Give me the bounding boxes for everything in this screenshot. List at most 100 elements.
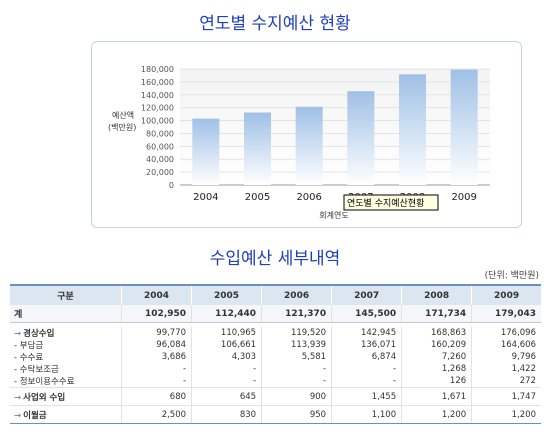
value-cell: 113,939: [261, 339, 332, 351]
value-cell: 142,945: [331, 327, 402, 339]
value-cell: 168,863: [401, 327, 472, 339]
table-row: - 부담금 96,084 106,661 113,939 136,071 160,209 1…: [10, 339, 541, 351]
value-cell: 1,268: [401, 363, 472, 375]
chart-panel: 0 20,000 40,000 60,000 80,000 100,000 120,000 1…: [91, 41, 522, 228]
value-cell: 900: [261, 387, 332, 406]
value-cell: 272: [471, 375, 541, 388]
bar-2006: [295, 106, 323, 185]
bar-2004: [192, 118, 220, 185]
value-cell: 830: [191, 405, 262, 424]
value-cell: -: [331, 363, 402, 375]
table-row: - 정보이용수수료 - - - -126 272: [10, 375, 541, 388]
table-row: - 수탁보조금 - - - -1,268 1,422: [10, 363, 541, 375]
row-label: 사업외 수입: [23, 392, 66, 403]
table-row: - 수수료 3,686 4,303 5,581 6,874 7,260 9,796: [10, 351, 541, 363]
row-label: - 수탁보조금: [14, 365, 59, 375]
unit-label: (단위: 백만원): [484, 271, 539, 281]
tooltip-text: 연도별 수지예산현황: [347, 198, 424, 209]
y-tick-label: 100,000: [141, 117, 174, 126]
value-cell: 7,260: [401, 351, 472, 363]
value-cell: 126: [401, 375, 472, 388]
value-cell: 121,370: [261, 305, 332, 323]
bar-2005: [244, 112, 271, 185]
table-title: 수입예산 세부내역: [209, 249, 341, 269]
value-cell: 145,500: [331, 305, 402, 323]
row-label: 계: [14, 310, 23, 320]
y-tick-label: 40,000: [146, 155, 174, 164]
y-axis-label-line1: 예산액: [112, 110, 134, 120]
bar-chart: 0 20,000 40,000 60,000 80,000 100,000 120,000 1…: [108, 65, 490, 220]
value-cell: 6,874: [331, 351, 402, 363]
table-row: → 사업외 수입 680 645 900 1,455 1,671 1,747: [10, 387, 541, 406]
value-cell: 119,520: [261, 327, 332, 339]
table-header-row: 구분 2004 2005 2006 2007 2008 2009: [10, 284, 541, 305]
value-cell: 179,043: [471, 305, 541, 323]
value-cell: 1,422: [471, 363, 541, 375]
row-label: 이월금: [23, 410, 47, 421]
y-tick-label: 20,000: [146, 168, 174, 177]
value-cell: 5,581: [261, 351, 332, 363]
row-label-cell: - 부담금: [10, 339, 122, 351]
value-cell: 680: [120, 387, 192, 406]
value-cell: 171,734: [401, 305, 472, 323]
value-cell: 1,200: [401, 405, 472, 424]
value-cell: 102,950: [120, 305, 192, 323]
header-2005: 2005: [191, 284, 262, 305]
header-2009: 2009: [471, 284, 541, 305]
row-label-cell: - 정보이용수수료: [10, 375, 122, 388]
header-2008: 2008: [401, 284, 472, 305]
value-cell: 112,440: [191, 305, 262, 323]
y-tick-label: 0: [169, 181, 174, 190]
revenue-detail-table: 구분 2004 2005 2006 2007 2008 2009 계 102,95…: [10, 284, 541, 424]
value-cell: 950: [261, 405, 332, 424]
value-cell: -: [120, 363, 192, 375]
value-cell: 96,084: [120, 339, 192, 351]
row-label-cell: → 경상수입: [10, 327, 122, 339]
value-cell: 1,200: [471, 405, 541, 424]
row-label-cell: - 수수료: [10, 351, 122, 363]
value-cell: 9,796: [471, 351, 541, 363]
arrow-right-icon: →: [14, 392, 22, 403]
row-label: 경상수입: [23, 329, 55, 339]
arrow-right-icon: →: [14, 329, 22, 339]
y-tick-label: 140,000: [141, 91, 174, 100]
table-row: → 경상수입 99,770 110,965 119,520 142,945 168,863 1…: [10, 327, 541, 339]
row-label-cell: → 사업외 수입: [10, 387, 122, 406]
x-tick-label-2004: 2004: [193, 192, 218, 203]
y-tick-label: 160,000: [141, 78, 174, 87]
header-2006: 2006: [261, 284, 332, 305]
value-cell: 164,606: [471, 339, 541, 351]
value-cell: 1,100: [331, 405, 402, 424]
value-cell: 160,209: [401, 339, 472, 351]
tooltip: 연도별 수지예산현황: [343, 194, 439, 211]
value-cell: 1,747: [471, 387, 541, 406]
value-cell: 1,671: [401, 387, 472, 406]
row-label-cell: 계: [10, 305, 122, 323]
row-label: - 정보이용수수료: [14, 377, 75, 387]
table-row: → 이월금 2,500 830 950 1,100 1,200 1,200: [10, 405, 541, 424]
value-cell: 4,303: [191, 351, 262, 363]
value-cell: 110,965: [191, 327, 262, 339]
y-tick-label: 180,000: [141, 65, 174, 74]
value-cell: -: [191, 375, 262, 388]
value-cell: -: [331, 375, 402, 388]
value-cell: 176,096: [471, 327, 541, 339]
header-2007: 2007: [331, 284, 402, 305]
value-cell: 1,455: [331, 387, 402, 406]
bar-2009: [450, 69, 478, 185]
value-cell: 645: [191, 387, 262, 406]
value-cell: -: [191, 363, 262, 375]
value-cell: 106,661: [191, 339, 262, 351]
x-tick-label-2005: 2005: [245, 192, 270, 203]
y-tick-label: 80,000: [146, 129, 174, 138]
value-cell: -: [120, 375, 192, 388]
x-tick-label-2006: 2006: [296, 192, 321, 203]
y-tick-label: 60,000: [146, 142, 174, 151]
plot-area: [180, 69, 490, 185]
row-label: - 수수료: [14, 353, 44, 363]
value-cell: -: [261, 375, 332, 388]
row-label: - 부담금: [14, 341, 44, 351]
bar-2007: [347, 91, 375, 185]
value-cell: 136,071: [331, 339, 402, 351]
value-cell: 3,686: [120, 351, 192, 363]
